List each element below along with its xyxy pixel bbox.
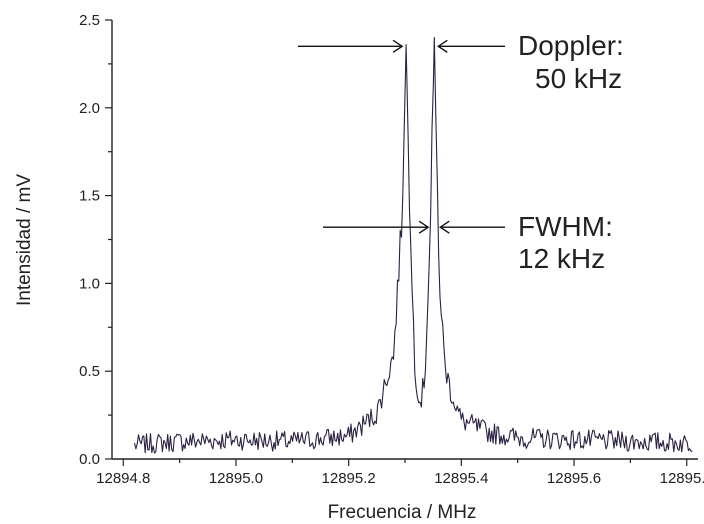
y-axis-title: Intensidad / mV <box>14 174 35 306</box>
arrow-head <box>437 39 448 53</box>
arrow-head <box>418 220 430 234</box>
annotation-label: FWHM: <box>518 211 613 242</box>
x-tick-label: 12894.8 <box>96 470 150 487</box>
y-tick-label: 1.0 <box>79 275 100 292</box>
y-tick-label: 0.0 <box>79 451 100 468</box>
spectrum-line <box>133 37 693 454</box>
y-tick-label: 2.0 <box>79 100 100 117</box>
x-tick-label: 12895.0 <box>209 470 263 487</box>
x-tick-label: 12895.8 <box>660 470 704 487</box>
annotations: Doppler:50 kHz FWHM:12 kHz <box>298 30 624 274</box>
annotation-1: Doppler:50 kHz <box>298 30 624 94</box>
annotation-2: FWHM:12 kHz <box>323 211 613 274</box>
x-axis-title: Frecuencia / MHz <box>328 502 477 523</box>
x-tick-label: 12895.2 <box>322 470 376 487</box>
y-tick-label: 2.5 <box>79 12 100 29</box>
tick-labels: 12894.8 12895.0 12895.2 12895.4 12895.6 12895… <box>79 12 704 487</box>
ticks <box>105 19 688 466</box>
y-tick-label: 0.5 <box>79 363 100 380</box>
annotation-value: 50 kHz <box>535 63 622 94</box>
arrow-head <box>392 39 404 53</box>
annotation-value: 12 kHz <box>518 243 605 274</box>
x-tick-label: 12895.6 <box>547 470 601 487</box>
y-tick-label: 1.5 <box>79 188 100 205</box>
annotation-label: Doppler: <box>518 30 624 61</box>
arrow-head <box>439 220 450 234</box>
x-tick-label: 12895.4 <box>434 470 488 487</box>
